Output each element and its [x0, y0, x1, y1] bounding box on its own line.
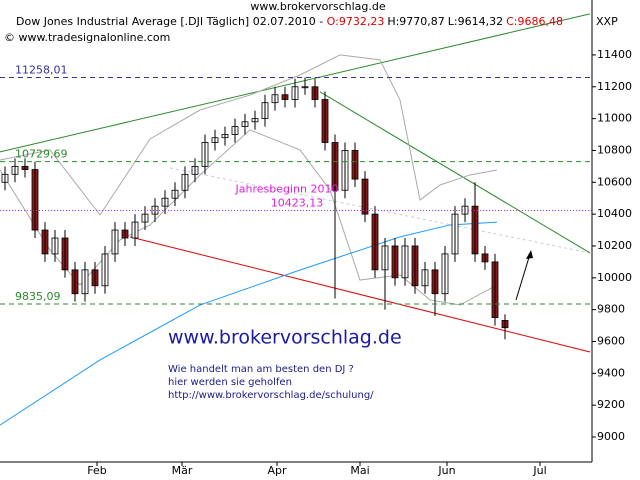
promo: www.brokervorschlag.de [168, 327, 402, 349]
x-tick-label: Mär [172, 464, 193, 477]
x-tick-label: Mai [350, 464, 369, 477]
quote: H:9770,87 [387, 15, 444, 28]
level-label: 10423,13 [271, 196, 324, 209]
level-label: 11258,01 [15, 64, 68, 77]
level-label: 10729,69 [15, 148, 68, 161]
level-note: Jahresbeginn 2010 [235, 182, 339, 195]
line-series [0, 54, 498, 216]
arrow [515, 253, 531, 301]
level-label: 9835,09 [15, 290, 61, 303]
site-title: www.brokervorschlag.de [250, 0, 386, 13]
y-tick-label: 10200 [597, 239, 632, 252]
arrow-head [526, 250, 533, 259]
x-tick-label: Apr [267, 464, 287, 477]
promo-line: hier werden sie geholfen [168, 377, 292, 388]
x-tick-label: Jul [532, 464, 546, 477]
y-tick-label: 9200 [597, 398, 625, 411]
y-tick-label: 10600 [597, 175, 632, 188]
title-text: Dow Jones Industrial Average [.DJI Tägli… [16, 15, 327, 28]
promo-line: http://www.brokervorschlag.de/schulung/ [168, 390, 374, 401]
line-series [129, 236, 591, 353]
y-tick-label: 11400 [597, 48, 632, 61]
y-tick-label: 9800 [597, 303, 625, 316]
source: © www.tradesignalonline.com [4, 31, 170, 44]
quote: L:9614,32 [448, 15, 503, 28]
line-series [0, 221, 498, 426]
y-tick-label: 9400 [597, 366, 625, 379]
y-tick-label: 11200 [597, 80, 632, 93]
x-tick-label: Feb [87, 464, 106, 477]
chart-title: Dow Jones Industrial Average [.DJI Tägli… [16, 15, 563, 28]
y-tick-label: 9000 [597, 430, 625, 443]
x-tick-label: Jun [437, 464, 455, 477]
line-series [169, 167, 591, 254]
line-series [319, 91, 591, 254]
quote: O:9732,23 [327, 15, 385, 28]
quote: C:9686,48 [506, 15, 563, 28]
y-tick-label: 10800 [597, 143, 632, 156]
y-tick-label: 11000 [597, 112, 632, 125]
promo-line: Wie handelt man am besten den DJ ? [168, 364, 354, 375]
y-tick-label: 10400 [597, 207, 632, 220]
y-tick-label: 9600 [597, 334, 625, 347]
axis-label: XXP [596, 15, 618, 28]
y-tick-label: 10000 [597, 271, 632, 284]
